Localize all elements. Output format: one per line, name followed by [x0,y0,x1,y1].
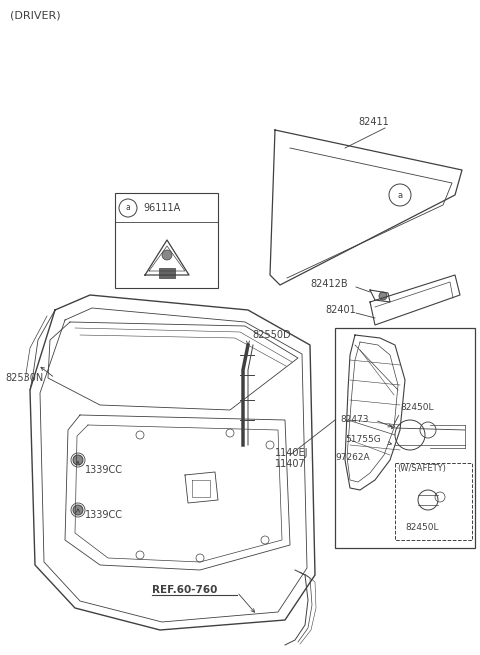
Bar [335,328,475,548]
Text: 82401: 82401 [325,305,356,315]
Text: 82530N: 82530N [5,373,43,383]
Circle shape [73,455,83,465]
Circle shape [379,292,387,300]
Text: 96111A: 96111A [143,203,180,213]
Text: 82473: 82473 [340,415,369,424]
Text: 82412B: 82412B [310,279,348,289]
Bar [115,193,218,288]
Text: 82450L: 82450L [400,403,433,413]
Text: (W/SAFETY): (W/SAFETY) [397,464,446,472]
Text: a: a [397,191,403,200]
Bar [159,268,175,278]
Text: 1339CC: 1339CC [85,465,123,475]
Circle shape [162,250,172,260]
Text: 97262A: 97262A [335,453,370,462]
Bar [395,463,472,540]
Text: 82411: 82411 [358,117,389,127]
Circle shape [73,505,83,515]
Text: 82450L: 82450L [405,523,439,533]
Text: a: a [126,204,131,212]
Text: REF.60-760: REF.60-760 [152,585,217,595]
Text: (DRIVER): (DRIVER) [10,11,60,21]
Text: 1339CC: 1339CC [85,510,123,520]
Text: 82550D: 82550D [252,330,290,340]
Text: 1140EJ: 1140EJ [275,448,309,458]
Text: 51755G: 51755G [345,436,381,445]
Text: 11407: 11407 [275,459,306,469]
